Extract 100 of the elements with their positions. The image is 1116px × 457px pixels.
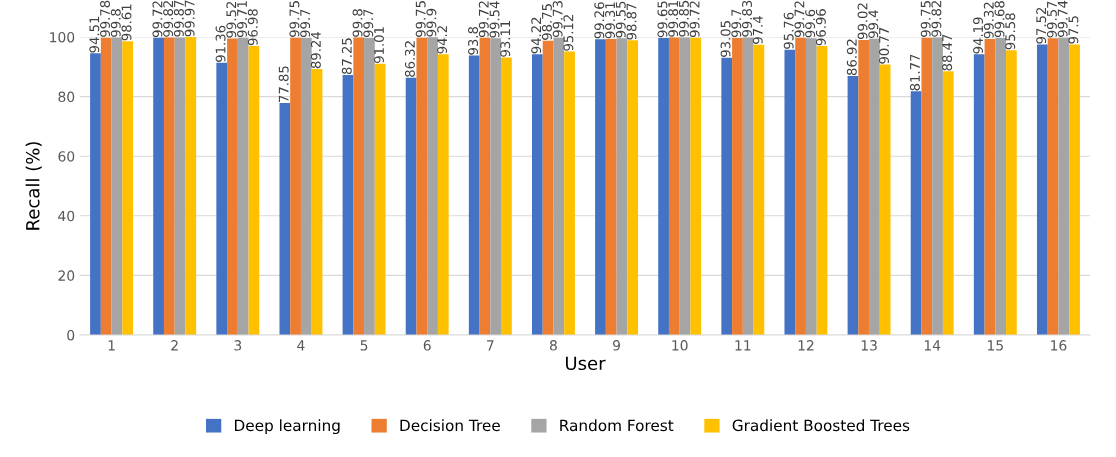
data-label: 99.02 bbox=[857, 3, 868, 40]
data-label: 87.25 bbox=[341, 38, 352, 75]
data-label: 97.52 bbox=[1036, 7, 1047, 44]
legend-label: Gradient Boosted Trees bbox=[732, 419, 910, 432]
bar bbox=[374, 63, 386, 335]
data-label: 99.75 bbox=[920, 1, 931, 37]
data-label: 99.6 bbox=[805, 9, 816, 38]
data-label: 99.75 bbox=[289, 1, 300, 37]
data-label: 91.36 bbox=[215, 25, 226, 62]
x-tick-label: 8 bbox=[549, 340, 557, 351]
data-label: 99.72 bbox=[794, 1, 805, 37]
data-label: 96.96 bbox=[815, 9, 826, 46]
data-label: 91.01 bbox=[374, 27, 384, 63]
data-label: 99.55 bbox=[615, 1, 626, 38]
data-label: 99.87 bbox=[173, 0, 184, 37]
x-tick-label: 2 bbox=[171, 340, 178, 351]
bar bbox=[100, 37, 112, 335]
data-label: 90.77 bbox=[879, 27, 889, 64]
x-tick-label: 13 bbox=[861, 340, 877, 351]
bar bbox=[942, 71, 954, 335]
data-label: 77.85 bbox=[278, 66, 289, 102]
data-label: 97.4 bbox=[752, 16, 763, 44]
bar bbox=[479, 37, 491, 335]
x-axis-title: User bbox=[565, 356, 606, 371]
data-label: 99.83 bbox=[742, 0, 753, 37]
data-label: 81.77 bbox=[909, 54, 920, 91]
data-label: 99.52 bbox=[226, 1, 237, 38]
bar bbox=[869, 38, 880, 335]
data-label: 99.7 bbox=[300, 9, 311, 38]
bar bbox=[153, 37, 164, 335]
bar bbox=[932, 37, 943, 335]
data-label: 99.32 bbox=[983, 2, 994, 39]
data-label: 99.65 bbox=[657, 1, 668, 38]
data-label: 93.05 bbox=[720, 21, 731, 57]
data-label: 99.54 bbox=[489, 1, 500, 38]
bar bbox=[921, 37, 933, 335]
data-label: 99.75 bbox=[415, 1, 426, 37]
bar bbox=[753, 44, 765, 335]
data-label: 99.7 bbox=[363, 9, 374, 38]
data-label: 98.87 bbox=[626, 3, 637, 40]
bar bbox=[416, 37, 428, 335]
data-label: 99.4 bbox=[868, 10, 879, 38]
bar bbox=[501, 57, 512, 335]
bar bbox=[364, 37, 375, 335]
bar bbox=[784, 49, 796, 335]
bar bbox=[163, 37, 175, 335]
data-label: 88.47 bbox=[942, 34, 953, 71]
data-label: 99.31 bbox=[605, 2, 616, 39]
x-tick-label: 14 bbox=[924, 340, 941, 351]
bar bbox=[732, 37, 743, 335]
data-label: 86.32 bbox=[404, 41, 415, 77]
x-tick-label: 11 bbox=[735, 340, 751, 351]
data-label: 99.57 bbox=[1046, 1, 1057, 38]
legend-label: Random Forest bbox=[560, 419, 674, 432]
bar bbox=[847, 75, 859, 335]
bar bbox=[690, 37, 702, 335]
data-label: 94.19 bbox=[973, 17, 984, 54]
bar bbox=[216, 62, 228, 335]
bar bbox=[605, 39, 617, 335]
bar bbox=[427, 37, 438, 335]
bar bbox=[564, 51, 575, 335]
bar bbox=[658, 38, 669, 335]
bar bbox=[816, 46, 828, 335]
bar bbox=[795, 37, 806, 335]
bar bbox=[668, 37, 680, 335]
bar bbox=[290, 37, 301, 335]
data-label: 99.97 bbox=[184, 0, 195, 37]
x-tick-label: 16 bbox=[1051, 340, 1067, 351]
data-label: 99.78 bbox=[100, 0, 111, 37]
bar bbox=[1069, 44, 1080, 335]
x-tick-label: 9 bbox=[613, 340, 620, 351]
bar bbox=[311, 69, 323, 335]
bar bbox=[174, 37, 186, 335]
bar bbox=[910, 91, 922, 335]
y-tick-label: 0 bbox=[67, 329, 75, 341]
bar bbox=[531, 54, 543, 335]
x-tick-label: 6 bbox=[423, 340, 431, 351]
data-label: 94.51 bbox=[89, 16, 100, 53]
bar bbox=[1036, 44, 1048, 335]
x-tick-label: 12 bbox=[798, 340, 814, 351]
bar bbox=[405, 77, 417, 335]
bar bbox=[616, 38, 628, 335]
bar bbox=[627, 40, 639, 335]
bar bbox=[1047, 38, 1059, 335]
data-label: 99.8 bbox=[352, 9, 363, 37]
bar bbox=[437, 54, 449, 335]
data-label: 93.8 bbox=[468, 27, 479, 55]
data-label: 99.7 bbox=[731, 9, 742, 38]
bar bbox=[679, 37, 691, 335]
x-tick-label: 10 bbox=[672, 340, 688, 351]
y-tick-label: 100 bbox=[50, 31, 75, 43]
y-tick-label: 40 bbox=[58, 210, 75, 222]
data-label: 99.68 bbox=[994, 1, 1005, 38]
bar bbox=[90, 53, 101, 335]
data-label: 94.2 bbox=[437, 26, 448, 54]
data-label: 99.74 bbox=[1057, 0, 1068, 37]
data-label: 99.71 bbox=[237, 1, 248, 38]
data-label: 99.26 bbox=[594, 2, 605, 39]
data-label: 86.92 bbox=[846, 39, 857, 76]
data-label: 93.11 bbox=[500, 20, 511, 57]
